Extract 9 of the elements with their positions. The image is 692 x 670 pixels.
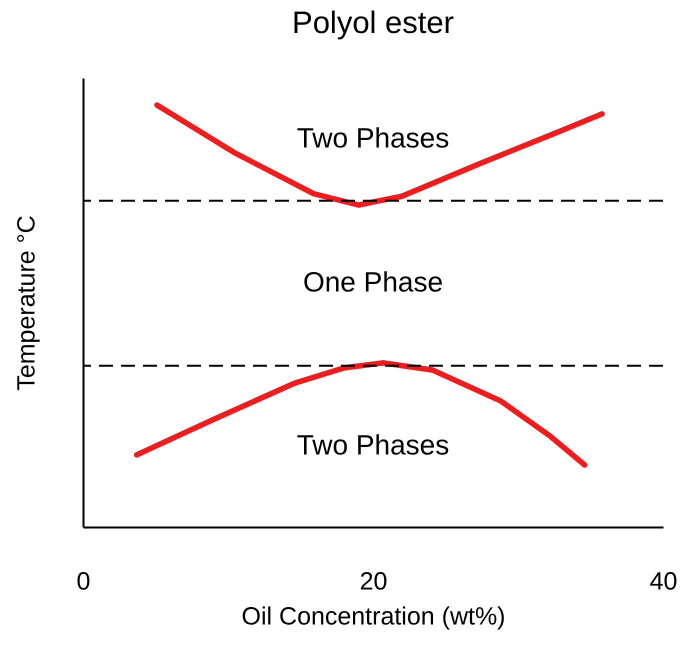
x-tick-label: 40 [650, 568, 678, 596]
x-tick-label: 0 [76, 568, 90, 596]
y-axis-title: Temperature °C [12, 215, 40, 391]
x-axis-title: Oil Concentration (wt%) [242, 602, 506, 630]
x-tick-label: 20 [360, 568, 388, 596]
annotation: Two Phases [296, 122, 450, 154]
annotation: Two Phases [296, 429, 450, 460]
annotation: One Phase [302, 266, 444, 298]
chart-title: Polyol ester [292, 5, 454, 40]
